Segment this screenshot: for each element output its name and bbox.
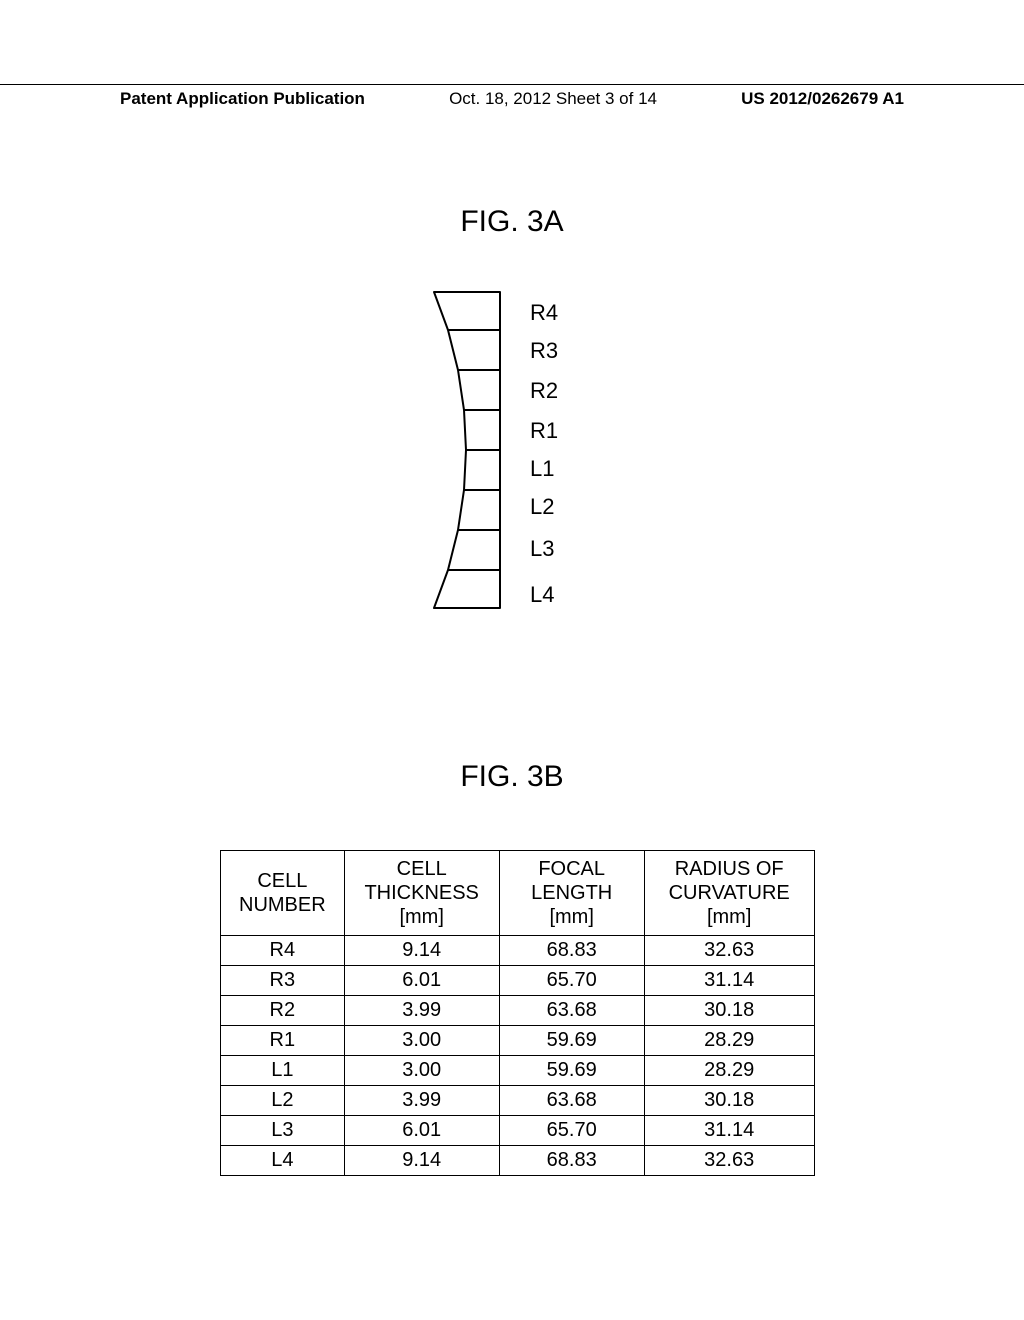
table-cell: 3.00: [344, 1056, 499, 1086]
table-cell: 6.01: [344, 1116, 499, 1146]
table-cell: 68.83: [499, 936, 644, 966]
table-cell: 68.83: [499, 1146, 644, 1176]
table-header-2: FOCALLENGTH[mm]: [499, 851, 644, 936]
table-cell: 9.14: [344, 936, 499, 966]
table-header-row: CELLNUMBERCELLTHICKNESS[mm]FOCALLENGTH[m…: [221, 851, 815, 936]
table-cell: 28.29: [644, 1026, 814, 1056]
lens-cell-label-r3: R3: [530, 338, 558, 364]
table-row: L36.0165.7031.14: [221, 1116, 815, 1146]
table-cell: 30.18: [644, 1086, 814, 1116]
table-cell: 32.63: [644, 1146, 814, 1176]
page-header: Patent Application Publication Oct. 18, …: [0, 84, 1024, 109]
lens-cross-section: [430, 290, 510, 610]
lens-cell-label-l1: L1: [530, 456, 554, 482]
table-cell: L3: [221, 1116, 345, 1146]
lens-cell-label-l4: L4: [530, 582, 554, 608]
table-cell: 59.69: [499, 1026, 644, 1056]
table-cell: 9.14: [344, 1146, 499, 1176]
header-patent-number: US 2012/0262679 A1: [741, 89, 904, 109]
table-cell: 65.70: [499, 1116, 644, 1146]
header-publication: Patent Application Publication: [120, 89, 365, 109]
figure-3b-label: FIG. 3B: [460, 760, 563, 794]
table-cell: L1: [221, 1056, 345, 1086]
table-row: R36.0165.7031.14: [221, 966, 815, 996]
table-row: R13.0059.6928.29: [221, 1026, 815, 1056]
table-cell: L2: [221, 1086, 345, 1116]
table-cell: 3.99: [344, 996, 499, 1026]
table-row: R49.1468.8332.63: [221, 936, 815, 966]
table-cell: R2: [221, 996, 345, 1026]
table-cell: 65.70: [499, 966, 644, 996]
header-date-sheet: Oct. 18, 2012 Sheet 3 of 14: [449, 89, 657, 109]
table-cell: 31.14: [644, 1116, 814, 1146]
table-cell: 31.14: [644, 966, 814, 996]
table-cell: 28.29: [644, 1056, 814, 1086]
table-cell: 32.63: [644, 936, 814, 966]
cell-data-table: CELLNUMBERCELLTHICKNESS[mm]FOCALLENGTH[m…: [220, 850, 815, 1176]
table-header-0: CELLNUMBER: [221, 851, 345, 936]
table-cell: R1: [221, 1026, 345, 1056]
table-row: L23.9963.6830.18: [221, 1086, 815, 1116]
table-cell: R4: [221, 936, 345, 966]
lens-cell-label-r2: R2: [530, 378, 558, 404]
table-header-1: CELLTHICKNESS[mm]: [344, 851, 499, 936]
table-cell: R3: [221, 966, 345, 996]
table-cell: 3.00: [344, 1026, 499, 1056]
table-cell: 59.69: [499, 1056, 644, 1086]
table-row: L13.0059.6928.29: [221, 1056, 815, 1086]
table-cell: 63.68: [499, 996, 644, 1026]
table-cell: 30.18: [644, 996, 814, 1026]
lens-cell-label-l3: L3: [530, 536, 554, 562]
table-cell: 63.68: [499, 1086, 644, 1116]
lens-diagram: R4 R3 R2 R1 L1 L2 L3 L4: [430, 290, 610, 630]
table-cell: L4: [221, 1146, 345, 1176]
table-row: L49.1468.8332.63: [221, 1146, 815, 1176]
table-cell: 6.01: [344, 966, 499, 996]
table-header-3: RADIUS OFCURVATURE[mm]: [644, 851, 814, 936]
figure-3a-label: FIG. 3A: [460, 205, 563, 239]
table-row: R23.9963.6830.18: [221, 996, 815, 1026]
lens-cell-label-r1: R1: [530, 418, 558, 444]
lens-cell-label-l2: L2: [530, 494, 554, 520]
lens-cell-label-r4: R4: [530, 300, 558, 326]
table-cell: 3.99: [344, 1086, 499, 1116]
